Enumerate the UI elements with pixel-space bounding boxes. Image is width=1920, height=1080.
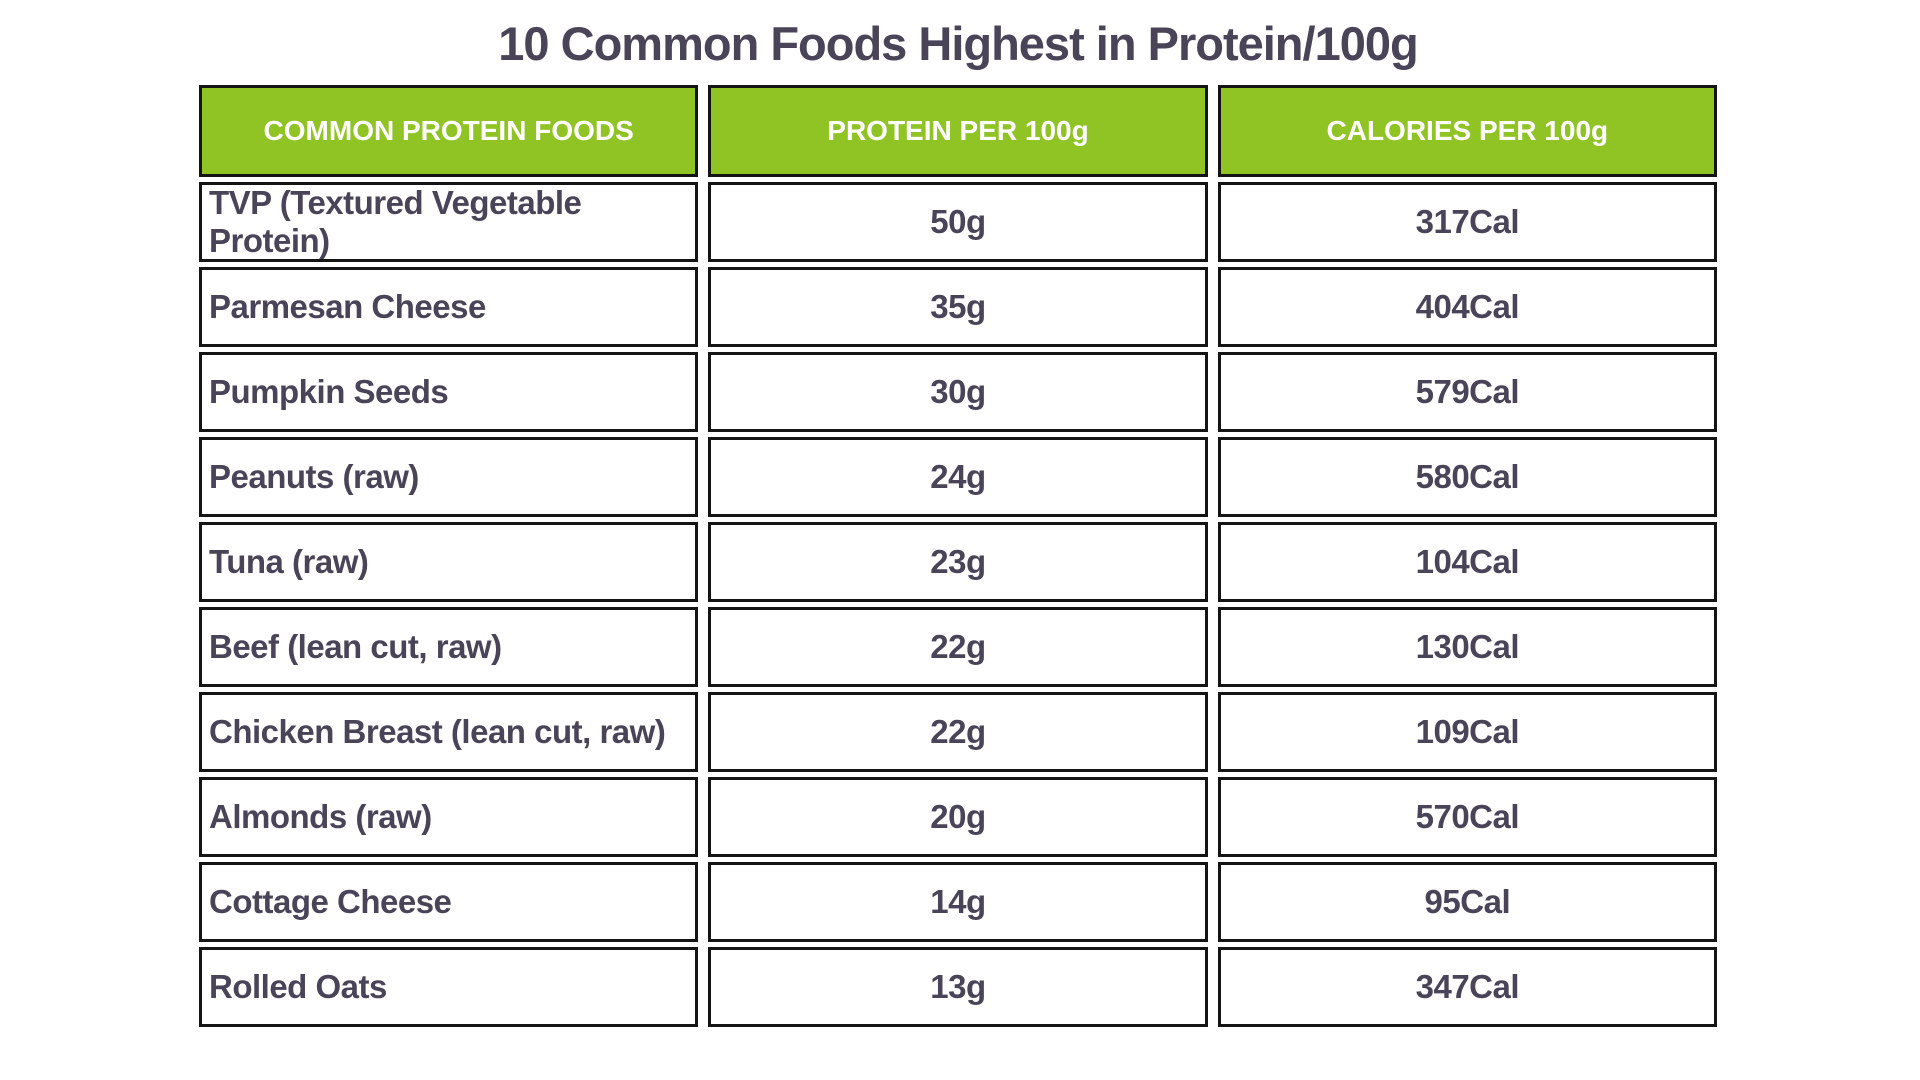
calories-value-cell: 580Cal: [1217, 437, 1717, 517]
calories-value-cell: 347Cal: [1217, 947, 1717, 1027]
protein-value-cell: 14g: [708, 862, 1208, 942]
protein-value-cell: 30g: [708, 352, 1208, 432]
calories-value-cell: 104Cal: [1217, 522, 1717, 602]
calories-value-cell: 109Cal: [1217, 692, 1717, 772]
food-name-cell: Cottage Cheese: [199, 862, 699, 942]
protein-foods-table: COMMON PROTEIN FOODS PROTEIN PER 100g CA…: [199, 85, 1717, 1027]
food-name-cell: Almonds (raw): [199, 777, 699, 857]
food-name-cell: Peanuts (raw): [199, 437, 699, 517]
protein-value-cell: 24g: [708, 437, 1208, 517]
calories-value-cell: 570Cal: [1217, 777, 1717, 857]
calories-value-cell: 404Cal: [1217, 267, 1717, 347]
food-name-cell: Rolled Oats: [199, 947, 699, 1027]
food-name-cell: Pumpkin Seeds: [199, 352, 699, 432]
protein-value-cell: 22g: [708, 692, 1208, 772]
food-name-cell: Parmesan Cheese: [199, 267, 699, 347]
column-header-calories: CALORIES PER 100g: [1217, 85, 1717, 177]
food-name-cell: Beef (lean cut, raw): [199, 607, 699, 687]
calories-value-cell: 95Cal: [1217, 862, 1717, 942]
food-name-cell: TVP (Textured Vegetable Protein): [199, 182, 699, 262]
calories-value-cell: 579Cal: [1217, 352, 1717, 432]
protein-value-cell: 20g: [708, 777, 1208, 857]
protein-value-cell: 35g: [708, 267, 1208, 347]
protein-value-cell: 23g: [708, 522, 1208, 602]
page-title: 10 Common Foods Highest in Protein/100g: [498, 17, 1418, 70]
calories-value-cell: 130Cal: [1217, 607, 1717, 687]
protein-value-cell: 50g: [708, 182, 1208, 262]
column-header-food: COMMON PROTEIN FOODS: [199, 85, 699, 177]
protein-value-cell: 13g: [708, 947, 1208, 1027]
food-name-cell: Tuna (raw): [199, 522, 699, 602]
column-header-protein: PROTEIN PER 100g: [708, 85, 1208, 177]
protein-value-cell: 22g: [708, 607, 1208, 687]
calories-value-cell: 317Cal: [1217, 182, 1717, 262]
food-name-cell: Chicken Breast (lean cut, raw): [199, 692, 699, 772]
